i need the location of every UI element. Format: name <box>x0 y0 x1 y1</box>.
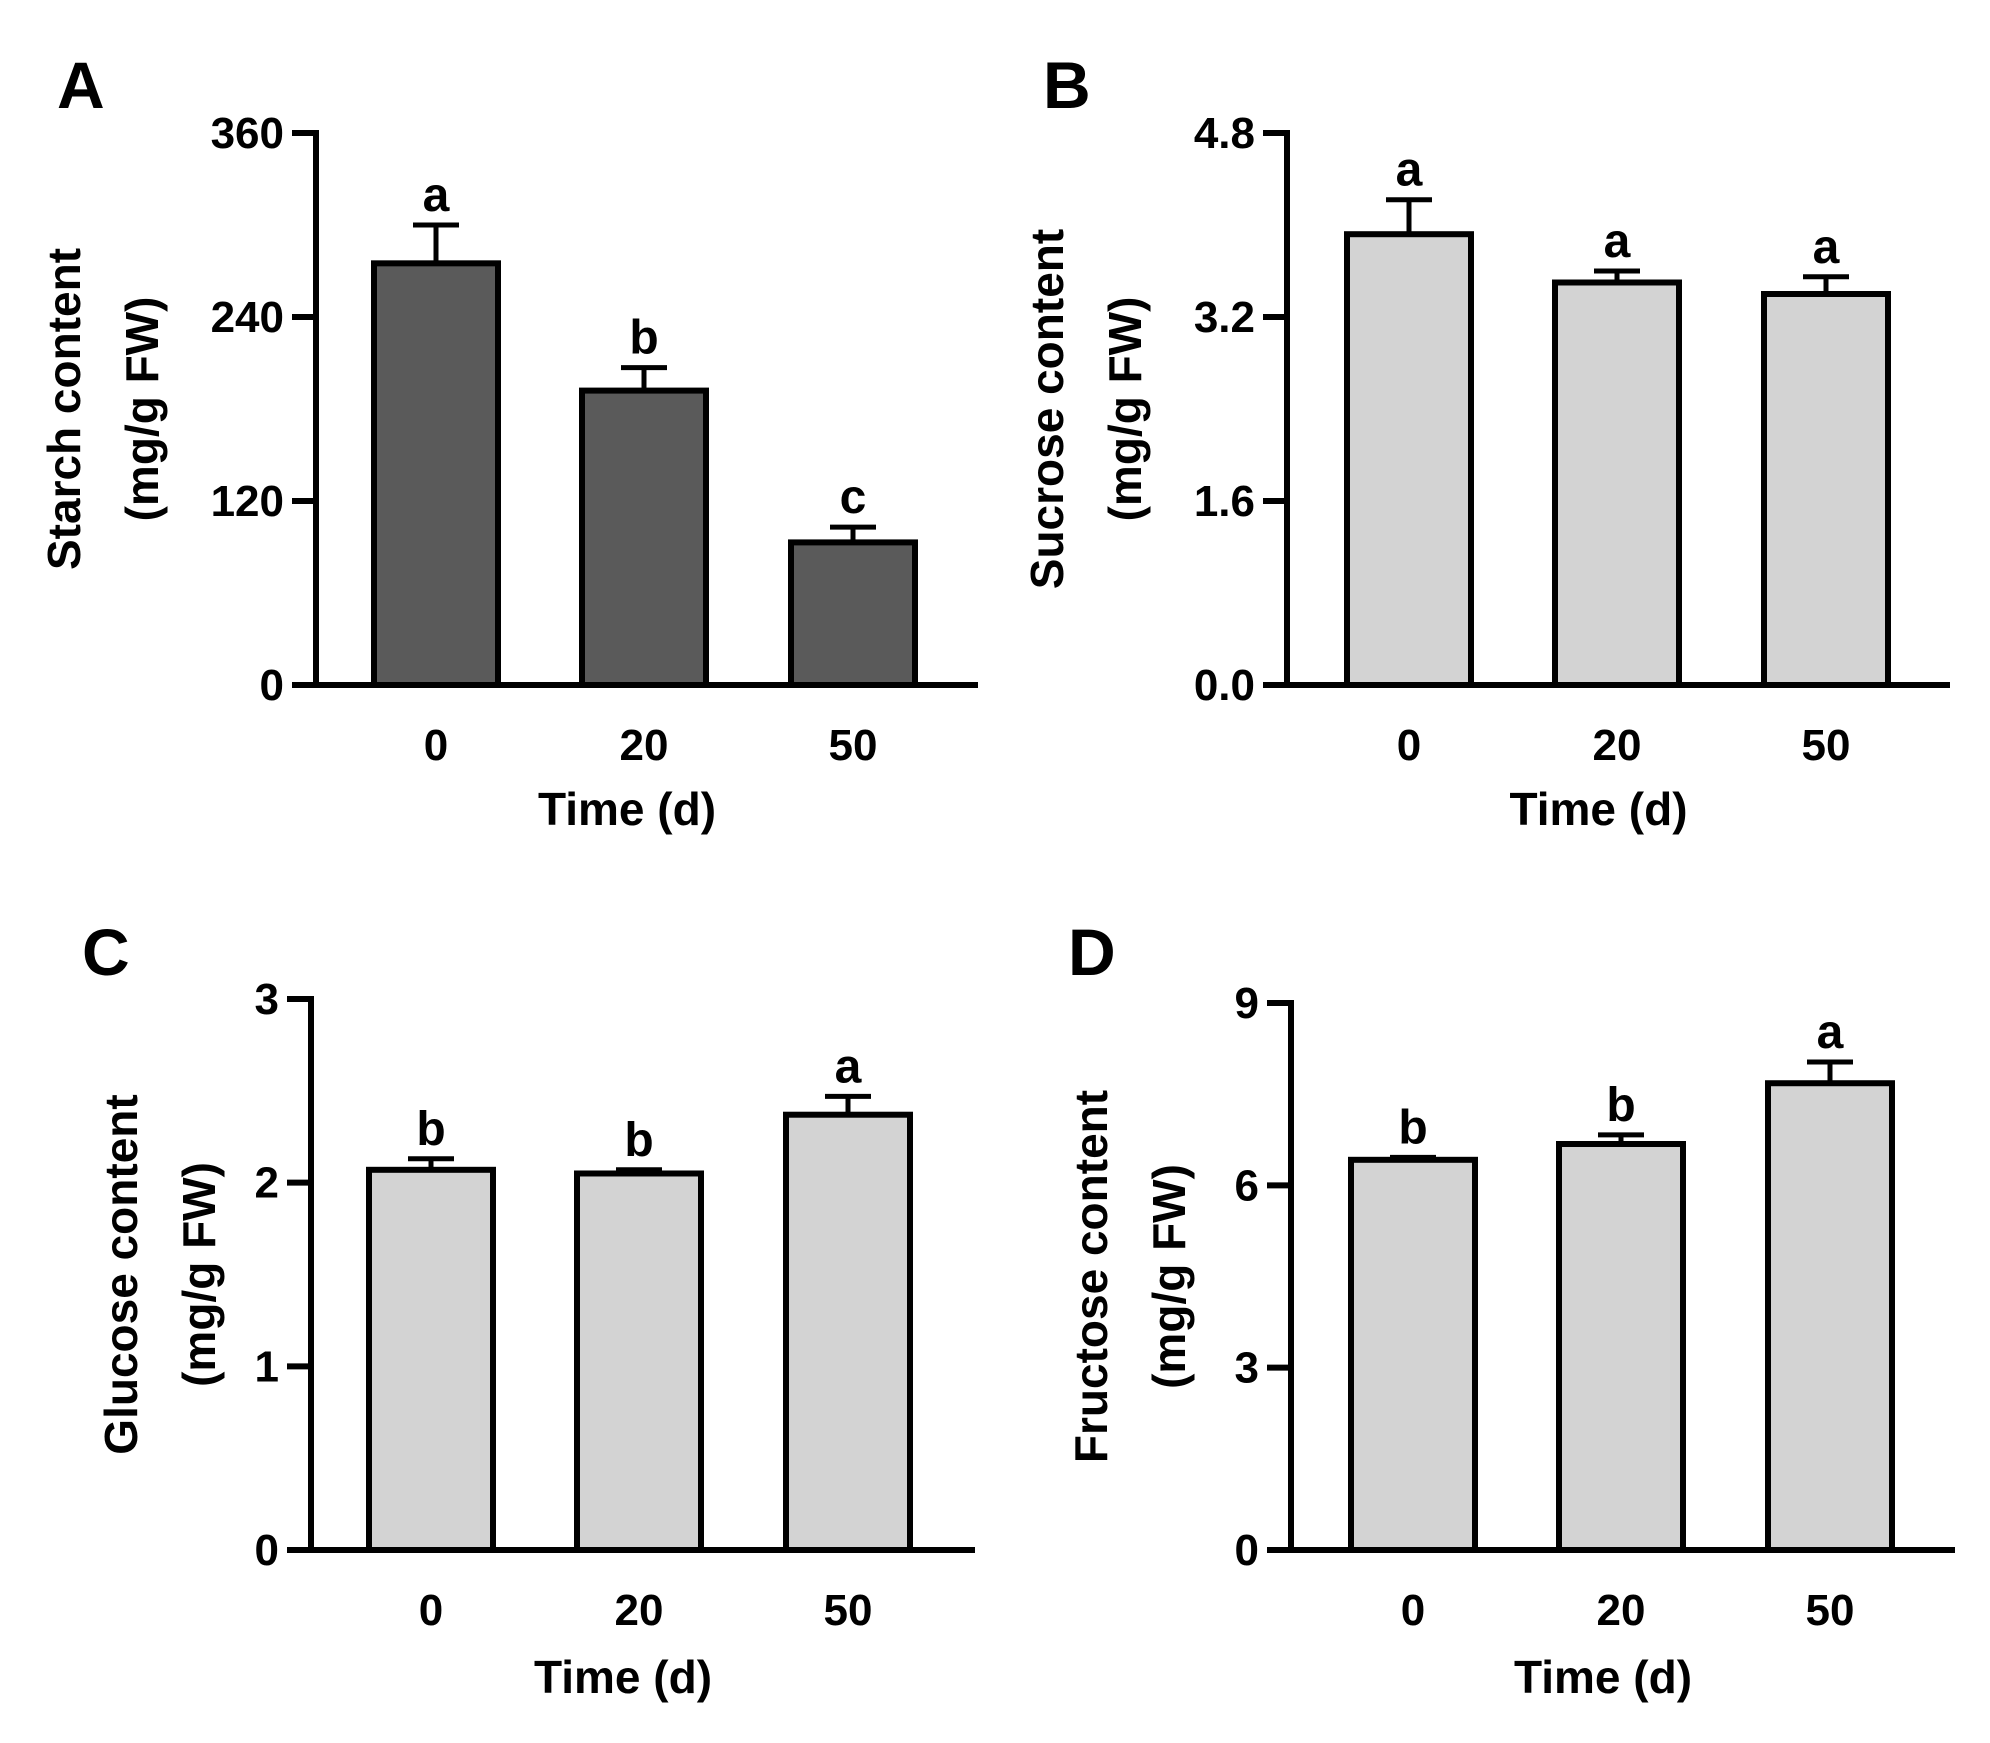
bar <box>1348 1156 1478 1553</box>
y-axis-unit: (mg/g FW) <box>1099 297 1151 522</box>
y-tick-label: 360 <box>211 109 284 158</box>
y-tick-label: 0 <box>255 1526 279 1575</box>
y-tick-label: 240 <box>211 293 284 342</box>
y-tick-label: 1.6 <box>1194 477 1255 526</box>
x-tick-label: 20 <box>1597 1586 1646 1635</box>
panel-letter: B <box>1043 48 1091 122</box>
bar <box>1556 1141 1686 1553</box>
bar <box>1552 279 1682 688</box>
bar <box>366 1166 496 1554</box>
x-tick-label: 50 <box>1806 1586 1855 1635</box>
x-axis-title: Time (d) <box>1509 783 1687 835</box>
x-axis-title: Time (d) <box>1514 1651 1692 1703</box>
y-tick-label: 2 <box>255 1159 279 1208</box>
y-tick-label: 6 <box>1235 1161 1259 1210</box>
significance-label: c <box>840 471 867 524</box>
y-tick-label: 120 <box>211 477 284 526</box>
y-tick-label: 4.8 <box>1194 109 1255 158</box>
y-tick-label: 1 <box>255 1342 279 1391</box>
significance-label: a <box>1604 215 1631 268</box>
significance-label: a <box>1813 221 1840 274</box>
bar <box>579 387 709 688</box>
y-tick-label: 0 <box>1235 1526 1259 1575</box>
x-tick-label: 50 <box>824 1586 873 1635</box>
panel-letter: D <box>1068 915 1116 989</box>
x-tick-label: 20 <box>1593 721 1642 770</box>
x-tick-label: 20 <box>615 1586 664 1635</box>
bar <box>1344 231 1474 688</box>
significance-label: a <box>423 169 450 222</box>
chart-panel-b: Ba 0 a 20 a 50 0.0 1.6 3.2 4.8 Time (d) Sucrose con… <box>1021 48 1950 835</box>
significance-label: b <box>629 312 658 365</box>
y-tick-label: 3 <box>255 975 279 1024</box>
panel-letter: C <box>82 915 130 989</box>
y-axis-title: Sucrose content <box>1021 229 1073 589</box>
chart-panel-d: Db 0 b 20 a 50 0 3 6 9 Time (d) Fructose content (mg… <box>1065 915 1955 1703</box>
x-tick-label: 0 <box>1401 1586 1425 1635</box>
y-axis-title: Fructose content <box>1065 1090 1117 1463</box>
x-tick-label: 20 <box>620 721 669 770</box>
y-tick-label: 9 <box>1235 979 1259 1028</box>
bar <box>574 1170 704 1553</box>
y-axis-unit: (mg/g FW) <box>116 297 168 522</box>
significance-label: a <box>835 1040 862 1093</box>
y-tick-label: 3.2 <box>1194 293 1255 342</box>
bar <box>371 260 501 688</box>
x-tick-label: 0 <box>419 1586 443 1635</box>
significance-label: b <box>1398 1101 1427 1154</box>
x-tick-label: 50 <box>1802 721 1851 770</box>
x-axis-title: Time (d) <box>538 783 716 835</box>
y-tick-label: 0.0 <box>1194 661 1255 710</box>
y-axis-unit: (mg/g FW) <box>173 1162 225 1387</box>
significance-label: a <box>1817 1006 1844 1059</box>
chart-panel-a: Aa 0 b 20 c 50 0 120 240 360 Time (d) Starch conten… <box>38 48 978 835</box>
x-tick-label: 0 <box>424 721 448 770</box>
y-tick-label: 0 <box>260 661 284 710</box>
chart-panel-c: Cb 0 b 20 a 50 0 1 2 3 Time (d) Glucose content (mg/… <box>82 915 975 1703</box>
y-tick-label: 3 <box>1235 1344 1259 1393</box>
y-axis-unit: (mg/g FW) <box>1143 1164 1195 1389</box>
bar <box>1761 291 1891 688</box>
y-axis-title: Glucose content <box>95 1094 147 1454</box>
bar <box>783 1111 913 1553</box>
bar <box>1765 1080 1895 1554</box>
significance-label: b <box>1606 1079 1635 1132</box>
x-axis-title: Time (d) <box>534 1651 712 1703</box>
significance-label: b <box>624 1114 653 1167</box>
bar <box>788 539 918 689</box>
y-axis-title: Starch content <box>38 248 90 570</box>
x-tick-label: 0 <box>1397 721 1421 770</box>
x-tick-label: 50 <box>829 721 878 770</box>
significance-label: a <box>1396 144 1423 197</box>
significance-label: b <box>416 1103 445 1156</box>
panel-letter: A <box>57 48 105 122</box>
